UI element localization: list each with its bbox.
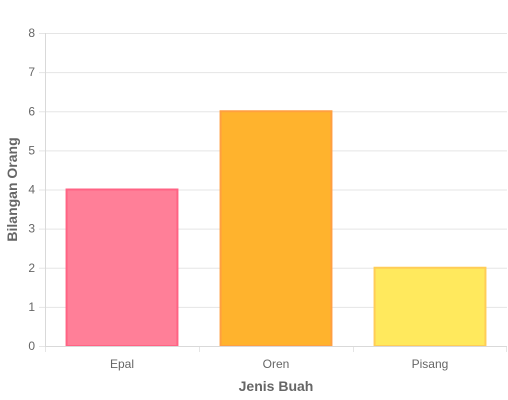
y-tick-label: 1 [28,300,35,314]
x-axis-ticks: Epal Oren Pisang [45,346,507,371]
y-axis-ticks: 0 1 2 3 4 5 6 7 8 [28,26,35,353]
y-tick-label: 4 [28,183,35,197]
bars [65,110,487,347]
y-tick-label: 0 [28,339,35,353]
bar-pisang [373,266,487,347]
y-tick-label: 6 [28,104,35,118]
y-tick-label: 7 [28,65,35,79]
x-tick-label: Epal [110,357,134,371]
y-tick-label: 5 [28,143,35,157]
bar-oren [219,110,333,347]
bar-epal [65,188,179,347]
y-tick-label: 3 [28,222,35,236]
x-axis-title: Jenis Buah [239,378,314,394]
x-tick-label: Oren [263,357,290,371]
x-tick-label: Pisang [412,357,449,371]
y-tick-label: 2 [28,261,35,275]
y-tick-label: 8 [28,26,35,40]
y-axis-title: Bilangan Orang [4,137,20,241]
